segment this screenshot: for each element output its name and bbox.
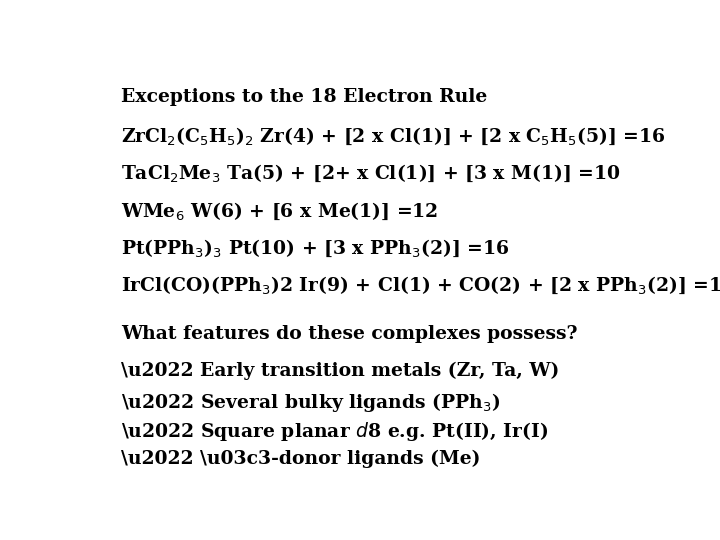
Text: \u2022 Early transition metals (Zr, Ta, W): \u2022 Early transition metals (Zr, Ta, … bbox=[121, 362, 559, 380]
Text: \u2022 Several bulky ligands (PPh$_3$): \u2022 Several bulky ligands (PPh$_3$) bbox=[121, 391, 500, 414]
Text: ZrCl$_2$(C$_5$H$_5$)$_2$ Zr(4) + [2 x Cl(1)] + [2 x C$_5$H$_5$(5)] =16: ZrCl$_2$(C$_5$H$_5$)$_2$ Zr(4) + [2 x Cl… bbox=[121, 125, 665, 147]
Text: \u2022 Square planar $\mathit{d}$8 e.g. Pt(II), Ir(I): \u2022 Square planar $\mathit{d}$8 e.g. … bbox=[121, 420, 548, 443]
Text: \u2022 \u03c3-donor ligands (Me): \u2022 \u03c3-donor ligands (Me) bbox=[121, 449, 480, 468]
Text: WMe$_6$ W(6) + [6 x Me(1)] =12: WMe$_6$ W(6) + [6 x Me(1)] =12 bbox=[121, 200, 438, 221]
Text: Pt(PPh$_3$)$_3$ Pt(10) + [3 x PPh$_3$(2)] =16: Pt(PPh$_3$)$_3$ Pt(10) + [3 x PPh$_3$(2)… bbox=[121, 238, 509, 259]
Text: Exceptions to the 18 Electron Rule: Exceptions to the 18 Electron Rule bbox=[121, 87, 487, 106]
Text: IrCl(CO)(PPh$_3$)2 Ir(9) + Cl(1) + CO(2) + [2 x PPh$_3$(2)] =16: IrCl(CO)(PPh$_3$)2 Ir(9) + Cl(1) + CO(2)… bbox=[121, 275, 720, 296]
Text: TaCl$_2$Me$_3$ Ta(5) + [2+ x Cl(1)] + [3 x M(1)] =10: TaCl$_2$Me$_3$ Ta(5) + [2+ x Cl(1)] + [3… bbox=[121, 163, 620, 184]
Text: What features do these complexes possess?: What features do these complexes possess… bbox=[121, 325, 577, 343]
